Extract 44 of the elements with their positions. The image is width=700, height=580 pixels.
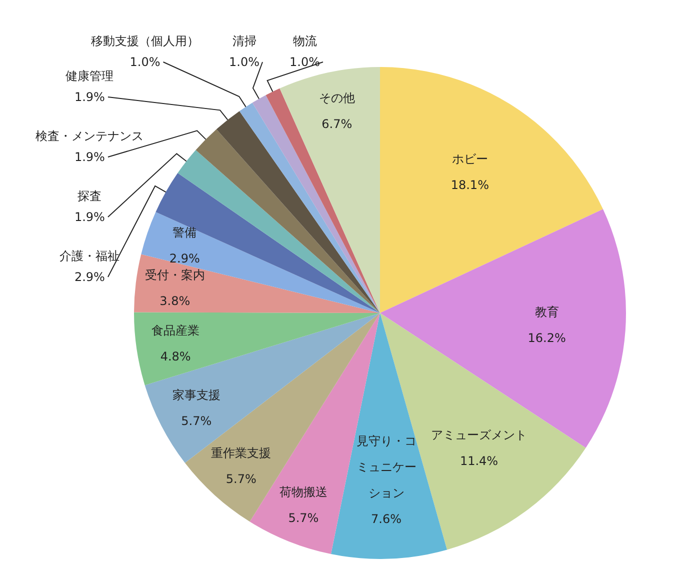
data-label: 16.2% — [528, 331, 566, 346]
data-label: 1.0% — [130, 55, 160, 69]
pie-slice — [216, 111, 380, 313]
data-label: 1.9% — [74, 150, 105, 164]
pie-slice — [134, 254, 380, 313]
slice-label: 物流 — [292, 34, 317, 48]
slice-label: 教育 — [534, 305, 559, 320]
slice-label: 受付・案内 — [144, 268, 205, 282]
slice-label: 清掃 — [232, 34, 256, 48]
slice-label: ホビー — [452, 152, 488, 166]
slice-label: 探査 — [78, 189, 102, 203]
slice-label: 食品産業 — [152, 323, 200, 338]
data-label: 11.4% — [460, 454, 498, 468]
data-label: 3.8% — [160, 294, 190, 308]
slice-label: 介護・福祉 — [60, 249, 120, 263]
slice-label: その他 — [318, 90, 355, 105]
data-label: 4.8% — [160, 349, 191, 364]
data-label: 6.7% — [322, 116, 352, 131]
pie-slice — [280, 67, 380, 313]
data-label: 5.7% — [226, 472, 256, 486]
data-label: 1.9% — [74, 90, 105, 104]
pie-slice — [144, 313, 380, 463]
slice-label: アミューズメント — [431, 428, 527, 442]
data-label: 2.9% — [74, 270, 105, 284]
slice-label: 移動支援（個人用） — [91, 34, 199, 48]
slice-label: 重作業支援 — [211, 446, 272, 460]
slice-label: 家事支援 — [172, 388, 220, 402]
data-label: 5.7% — [288, 510, 319, 525]
pie-slice — [156, 173, 380, 313]
slice-label: 検査・メンテナンス — [36, 129, 144, 143]
slice-label: 見守り・コミュニケーション — [356, 434, 416, 500]
data-label: 7.6% — [371, 512, 402, 526]
data-label: 2.9% — [169, 252, 200, 266]
slice-label: 警備 — [172, 226, 197, 240]
data-label: 1.0% — [229, 55, 260, 69]
pie-slice — [380, 209, 626, 448]
slice-label: 健康管理 — [66, 69, 114, 83]
pie-slice — [134, 312, 380, 386]
slice-label: 荷物搬送 — [279, 484, 328, 499]
data-label: 1.9% — [74, 210, 105, 224]
data-label: 18.1% — [450, 178, 489, 192]
data-label: 1.0% — [290, 55, 320, 69]
pie-slice — [330, 313, 448, 560]
data-label: 5.7% — [181, 414, 212, 428]
